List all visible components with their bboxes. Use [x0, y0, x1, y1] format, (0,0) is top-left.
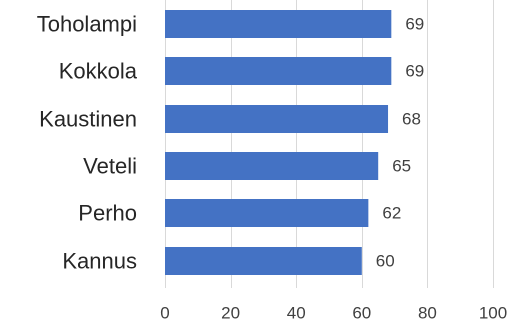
category-label: Kokkola	[59, 59, 138, 84]
x-tick-label: 80	[418, 304, 437, 323]
x-axis-tick-labels: 0 20 40 60 80 100	[160, 304, 507, 323]
bar	[165, 199, 369, 227]
bars	[165, 10, 392, 275]
data-label: 65	[392, 157, 411, 176]
gridlines	[165, 0, 494, 288]
category-labels: Toholampi Kokkola Kaustinen Veteli Perho Kann…	[37, 12, 138, 274]
category-label: Perho	[78, 201, 137, 226]
bar	[165, 10, 392, 38]
x-tick-label: 60	[352, 304, 371, 323]
x-tick-label: 40	[287, 304, 306, 323]
bar	[165, 152, 379, 180]
category-label: Kaustinen	[39, 107, 137, 132]
bar	[165, 105, 389, 133]
data-label: 68	[402, 110, 421, 129]
bar	[165, 247, 362, 275]
data-label: 60	[376, 252, 395, 271]
data-label: 69	[405, 15, 424, 34]
x-tick-label: 100	[479, 304, 507, 323]
x-tick-label: 0	[160, 304, 169, 323]
x-tick-label: 20	[221, 304, 240, 323]
data-labels: 69 69 68 65 62 60	[376, 15, 424, 271]
category-label: Kannus	[62, 249, 137, 274]
category-label: Toholampi	[37, 12, 137, 37]
bar	[165, 57, 392, 85]
data-label: 62	[382, 204, 401, 223]
data-label: 69	[405, 62, 424, 81]
category-label: Veteli	[83, 154, 137, 179]
